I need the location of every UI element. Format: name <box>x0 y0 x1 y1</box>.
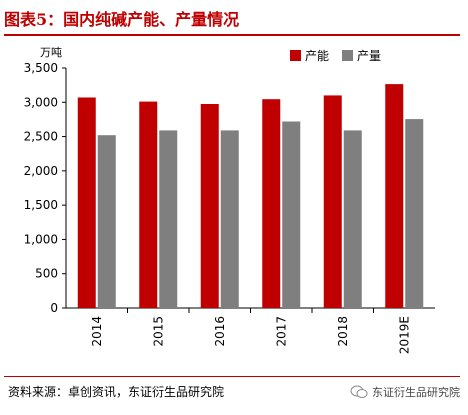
bar-production <box>97 135 116 308</box>
bar-capacity <box>139 101 158 308</box>
x-tick-label: 2014 <box>90 316 104 347</box>
x-tick-label: 2017 <box>274 316 288 347</box>
x-tick-label: 2019E <box>397 316 411 354</box>
source-rule <box>4 376 460 377</box>
watermark: 东证衍生品研究院 <box>350 384 460 400</box>
legend-label: 产量 <box>357 49 381 63</box>
y-tick-label: 1,500 <box>24 198 58 212</box>
y-tick-label: 2,000 <box>24 164 58 178</box>
x-tick-label: 2016 <box>213 316 227 347</box>
bars-group <box>77 84 424 308</box>
y-tick-label: 3,500 <box>24 61 58 75</box>
x-tick-labels: 2014 2015 2016 2017 2018 2019E <box>90 316 412 354</box>
bar-capacity <box>262 99 281 308</box>
bar-capacity <box>200 104 219 308</box>
wechat-icon <box>350 385 368 398</box>
y-tick-label: 500 <box>35 267 58 281</box>
y-tick-label: 1,000 <box>24 232 58 246</box>
y-unit-label: 万吨 <box>40 46 62 59</box>
legend-label: 产能 <box>305 49 329 63</box>
y-tick-label: 3,000 <box>24 95 58 109</box>
bar-capacity <box>77 97 96 308</box>
bar-production <box>343 130 362 308</box>
x-tick-label: 2018 <box>336 316 350 347</box>
figure-title: 图表5：国内纯碱产能、产量情况 <box>4 10 240 29</box>
legend-swatch <box>342 50 353 61</box>
y-tick-label: 2,500 <box>24 130 58 144</box>
bar-capacity <box>323 95 342 308</box>
bar-production <box>220 130 239 308</box>
bar-chart: 万吨 2014 2015 2016 2017 2018 2019E 0 500 1,000 1,… <box>24 46 435 354</box>
bar-production <box>282 121 301 308</box>
axes <box>62 67 435 313</box>
title-rule <box>4 34 460 36</box>
y-tick-labels: 0 500 1,000 1,500 2,000 2,500 3,000 3,500 <box>24 61 58 315</box>
bar-production <box>159 130 178 308</box>
legend: 产能 产量 <box>290 49 381 63</box>
y-tick-label: 0 <box>50 301 58 315</box>
source-note: 资料来源：卓创资讯，东证衍生品研究院 <box>8 385 225 399</box>
bar-production <box>405 119 424 308</box>
legend-swatch <box>290 50 301 61</box>
watermark-text: 东证衍生品研究院 <box>372 386 460 399</box>
bar-capacity <box>385 84 404 308</box>
x-tick-label: 2015 <box>151 316 165 347</box>
